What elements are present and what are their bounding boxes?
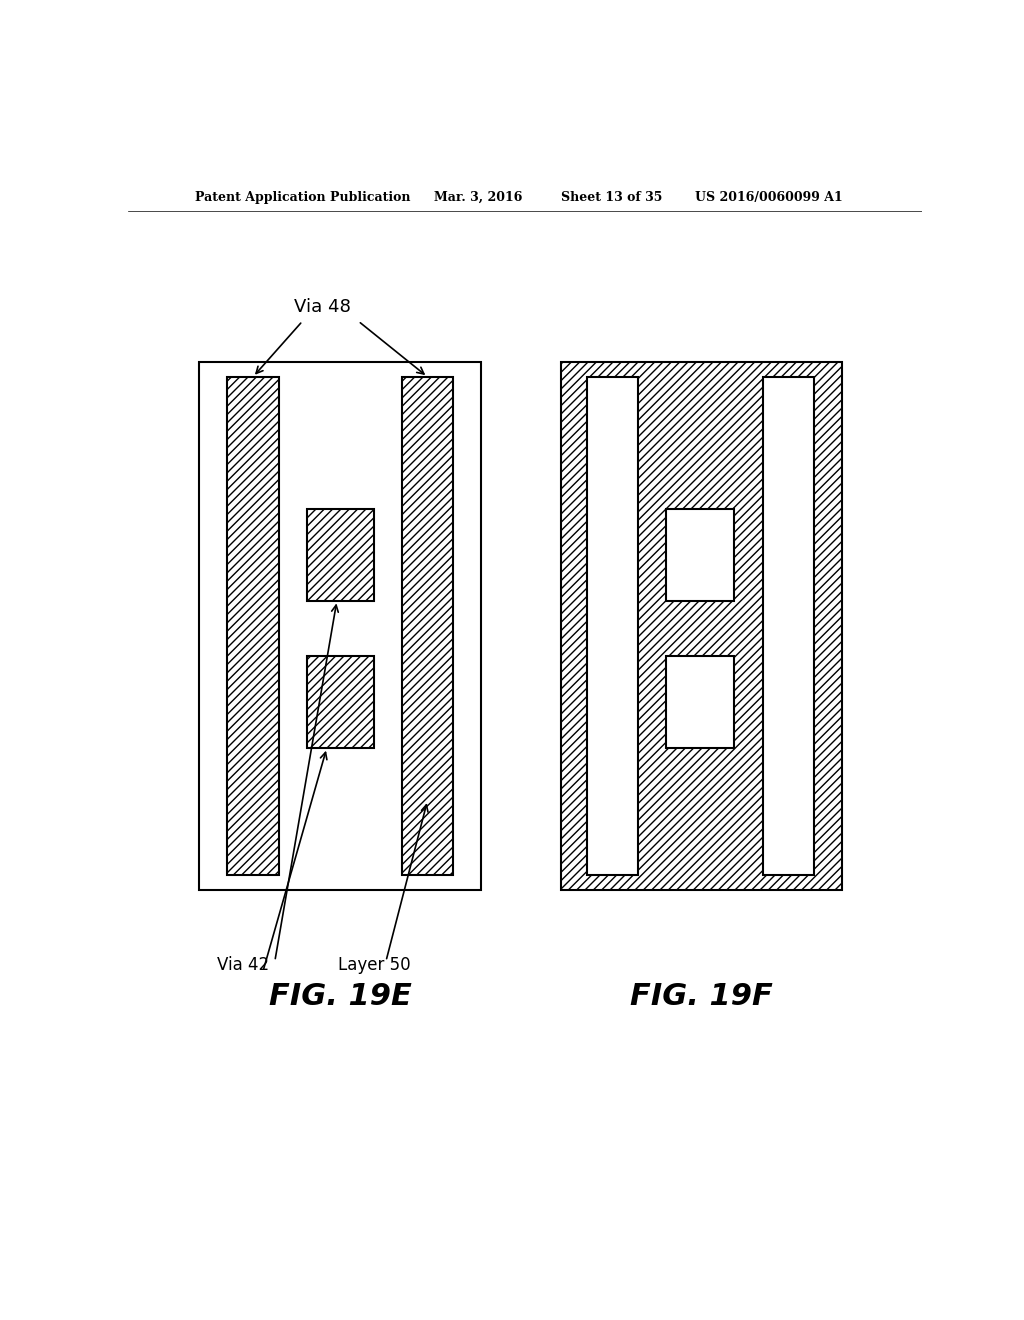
Bar [306,656,374,748]
Bar [200,362,481,890]
Bar [401,378,454,875]
Text: US 2016/0060099 A1: US 2016/0060099 A1 [695,190,843,203]
Bar [306,510,374,601]
Text: Mar. 3, 2016: Mar. 3, 2016 [433,190,522,203]
Bar [227,378,279,875]
Text: Layer 50: Layer 50 [338,956,411,974]
Text: FIG. 19F: FIG. 19F [630,982,773,1011]
Bar [763,378,814,875]
Text: Sheet 13 of 35: Sheet 13 of 35 [560,190,662,203]
Bar [560,362,842,890]
Text: Via 42: Via 42 [217,956,269,974]
Text: Patent Application Publication: Patent Application Publication [196,190,411,203]
Bar [587,378,638,875]
Text: Via 48: Via 48 [294,298,351,315]
Bar [666,656,733,748]
Text: FIG. 19E: FIG. 19E [269,982,412,1011]
Bar [666,510,733,601]
